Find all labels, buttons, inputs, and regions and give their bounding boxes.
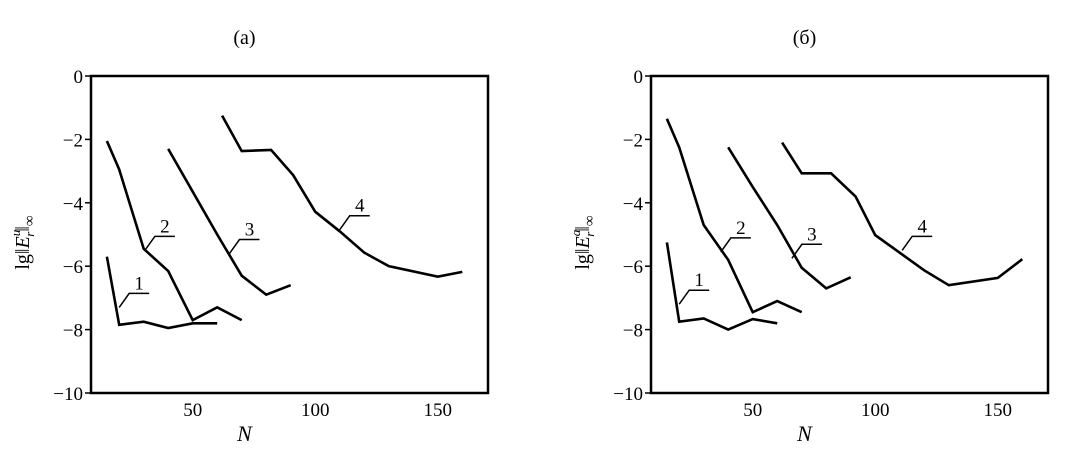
curve-label-4: 4 [355, 196, 365, 217]
y-tick-label: −4 [623, 194, 644, 215]
x-tick-label: 100 [861, 400, 890, 421]
y-label-sub: r [22, 231, 37, 237]
y-tick-label: −2 [63, 130, 83, 151]
plot-frame [649, 74, 1050, 395]
y-tick-label: −8 [623, 321, 643, 342]
y-label-sup: a [568, 229, 583, 236]
y-label-prefix: lg [572, 254, 594, 270]
curve-label-3: 3 [245, 220, 255, 241]
curve-label-4: 4 [917, 216, 927, 237]
y-label-norm-close: ‖ [12, 226, 34, 232]
y-tick-label: −6 [623, 257, 643, 278]
y-label-sup: u [8, 229, 23, 236]
annotation-leader [678, 289, 710, 305]
y-tick-label: −10 [613, 384, 643, 405]
y-label-norm-sub: ∞ [582, 215, 598, 226]
y-axis-label: lg‖Ear‖∞ [568, 215, 598, 269]
curve-label-1: 1 [694, 270, 704, 291]
y-tick-label: 0 [634, 67, 644, 88]
y-label-norm-open: ‖ [12, 248, 34, 254]
y-tick-label: −6 [63, 257, 83, 278]
series-line-2 [665, 118, 803, 314]
series-line-3 [727, 146, 852, 290]
y-label-sub: r [582, 231, 597, 237]
curve-label-3: 3 [807, 224, 817, 245]
series-line-2 [105, 140, 243, 322]
annotation-leader [144, 235, 175, 251]
x-tick-label: 150 [984, 400, 1013, 421]
y-label-symbol: E [12, 236, 34, 249]
panel-title: (а) [233, 27, 255, 49]
y-label-norm-sub: ∞ [22, 215, 38, 226]
annotation-leader [339, 214, 370, 231]
x-axis-label: N [236, 421, 253, 446]
y-label-prefix: lg [12, 254, 34, 270]
series-line-1 [665, 242, 778, 332]
series-line-4 [220, 114, 463, 279]
x-axis-label: N [796, 421, 813, 446]
y-tick-label: −10 [53, 384, 83, 405]
y-label-symbol: E [572, 236, 594, 249]
y-tick-label: −2 [623, 130, 643, 151]
annotation-leader [720, 237, 751, 253]
curve-label-1: 1 [134, 273, 144, 294]
series-line-3 [167, 148, 292, 297]
y-tick-label: −4 [63, 194, 84, 215]
panel-title: (б) [793, 27, 817, 49]
annotation-leader [118, 292, 150, 308]
y-label-norm-open: ‖ [572, 248, 594, 254]
annotation-leader [228, 238, 260, 254]
plot-frame [89, 74, 490, 395]
annotation-leader [901, 235, 933, 251]
y-axis-label: lg‖Eur‖∞ [8, 215, 38, 269]
x-tick-label: 100 [301, 400, 330, 421]
curve-label-2: 2 [160, 216, 170, 237]
y-tick-label: 0 [74, 67, 84, 88]
x-tick-label: 150 [424, 400, 453, 421]
series-line-1 [105, 256, 218, 330]
x-tick-label: 50 [743, 400, 762, 421]
annotation-leader [791, 243, 822, 259]
series-line-4 [781, 141, 1024, 287]
curve-label-2: 2 [736, 218, 746, 239]
y-tick-label: −8 [63, 321, 83, 342]
y-label-norm-close: ‖ [572, 226, 594, 232]
x-tick-label: 50 [183, 400, 202, 421]
